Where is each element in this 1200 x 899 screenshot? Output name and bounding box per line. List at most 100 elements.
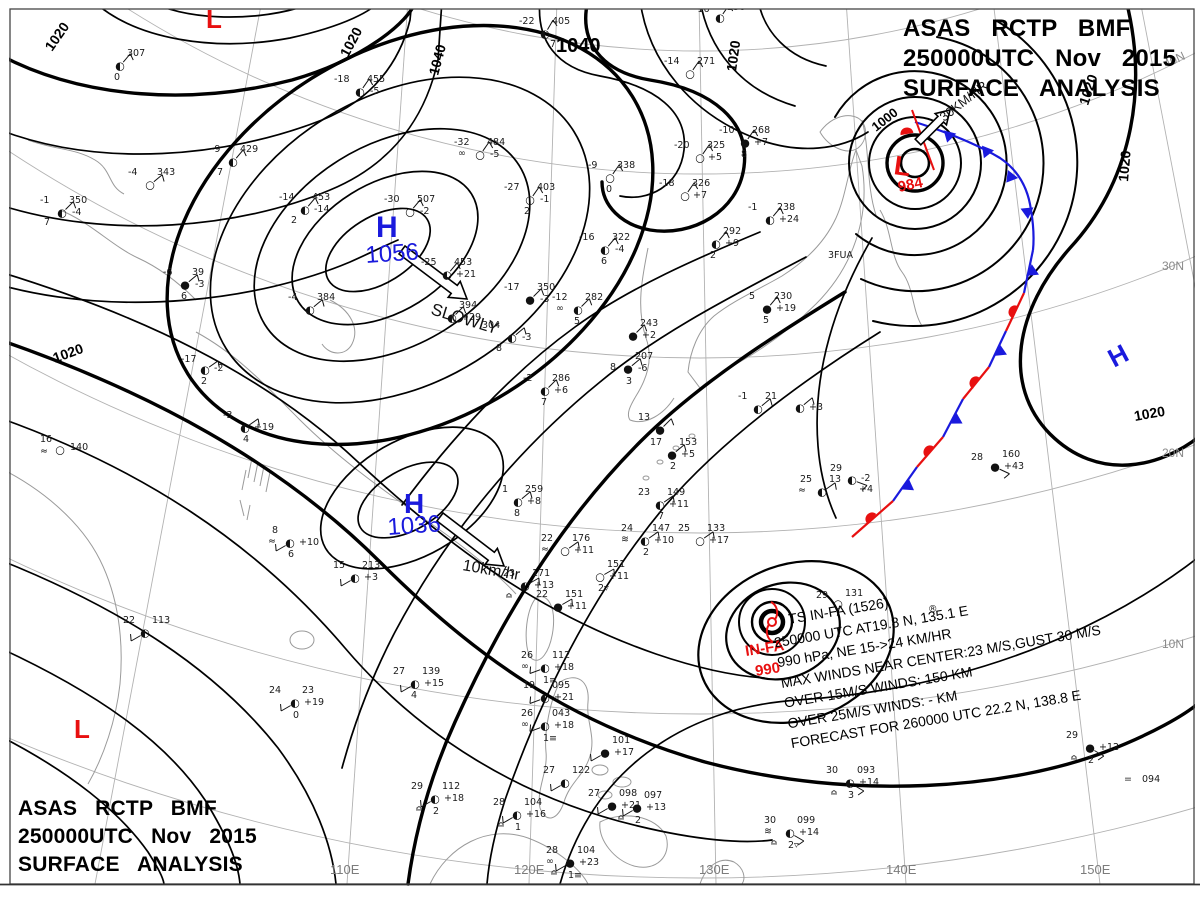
high-symbol-east: H: [1103, 338, 1134, 373]
warm-front-scallop: [923, 445, 934, 458]
station-plot: ◐ 24 147+10 2 ≋: [621, 523, 674, 558]
isobar: [0, 338, 1200, 788]
station-value: +21: [621, 800, 641, 811]
wind-barb: [188, 274, 198, 283]
isobar-ellipse: [357, 461, 459, 539]
station-value: 099: [797, 815, 815, 826]
station-plot: ◐-17 -2 2: [181, 354, 223, 387]
terrain-hatch: [246, 504, 251, 521]
station-value: -18: [334, 74, 350, 85]
island-outline: [672, 445, 680, 451]
station-value: -5: [490, 149, 499, 160]
isobar: [0, 0, 443, 227]
terrain-hatch: [241, 469, 247, 491]
isobar: [406, 290, 847, 886]
station-plot: ◐ 23 149+11 7: [638, 487, 689, 522]
station-value: +19: [254, 422, 274, 433]
wind-barb: [521, 491, 531, 500]
station-value: -3: [540, 294, 549, 305]
station-value: 507: [417, 194, 435, 205]
isobar-ellipse: [319, 426, 505, 570]
station-symbol: ◐: [513, 496, 523, 509]
station-value: 29: [816, 590, 828, 601]
station-value: ∞: [546, 856, 554, 867]
station-value: 151: [607, 559, 625, 570]
station-value: -2: [861, 473, 870, 484]
station-value: 2: [710, 250, 716, 261]
station-symbol: ◐: [640, 535, 650, 548]
station-symbol: ◐: [655, 499, 665, 512]
wind-barb-tick: [590, 753, 592, 762]
station-value: -25: [421, 257, 437, 268]
high-symbol-1036: H: [404, 488, 424, 519]
station-value: ≈: [798, 485, 806, 496]
terrain-hatch: [253, 461, 259, 483]
station-value: -17: [181, 354, 197, 365]
station-plot: ◐ 24 23+19 0: [269, 685, 324, 721]
wind-barb: [622, 810, 633, 817]
wind-barb: [607, 237, 616, 247]
wind-barb-tick: [161, 174, 165, 182]
station-value: -17: [504, 282, 520, 293]
wind-barb: [550, 785, 561, 792]
coastline: [429, 833, 589, 885]
station-value: 259: [525, 484, 543, 495]
wind-barb-tick: [555, 863, 557, 872]
wind-barb-tick: [639, 358, 643, 366]
station-value: -6: [638, 363, 647, 374]
wind-barb: [597, 808, 608, 815]
wind-barb-tick: [523, 327, 527, 335]
station-value: 7: [217, 167, 223, 178]
wind-barb: [122, 53, 131, 63]
station-plot: ○ -20 325+5: [674, 140, 725, 165]
station-value: -9: [211, 144, 220, 155]
wind-barb: [747, 129, 755, 140]
station-symbol: ◐: [540, 662, 550, 675]
wind-barb-tick: [672, 495, 675, 503]
station-value: 101: [612, 735, 630, 746]
station-symbol: ●: [655, 424, 665, 437]
isobar: [860, 36, 1045, 293]
station-value: 338: [617, 160, 635, 171]
wind-barb-tick: [456, 262, 461, 270]
isobar: [639, 0, 869, 150]
station-value: 26: [521, 708, 533, 719]
station-value: 2: [1088, 755, 1094, 766]
wind-barb: [631, 358, 641, 367]
station-plot: ◐ -1 21: [738, 391, 777, 416]
wind-barb: [636, 324, 645, 333]
station-symbol: ◐: [573, 304, 583, 317]
station-value: -6: [163, 267, 172, 278]
wind-barb-tick: [368, 78, 374, 86]
station-value: 213: [362, 560, 380, 571]
arrow-layer: [397, 108, 952, 567]
station-value: 28: [971, 452, 983, 463]
coastline: [699, 859, 745, 885]
station-value: ®: [928, 604, 938, 615]
isobar: [91, 0, 381, 45]
station-value: 23: [302, 685, 314, 696]
station-symbol: ●: [628, 330, 638, 343]
station-value: 22: [123, 615, 135, 626]
wind-barb-tick: [314, 197, 319, 205]
wind-barb-tick: [698, 60, 704, 68]
station-value: 8: [496, 343, 502, 354]
station-symbol: ●: [667, 449, 677, 462]
station-symbol: ○: [595, 571, 605, 584]
longitude-line: [698, 0, 717, 885]
grid-label-120e: 120E: [514, 862, 545, 877]
station-symbol: ◐: [540, 385, 550, 398]
isobar: [0, 735, 165, 885]
wind-barb-tick: [529, 666, 532, 674]
wind-barb-tick: [776, 296, 781, 304]
isobar: [584, 0, 747, 233]
station-value: 27: [543, 765, 555, 776]
wind-barb: [529, 669, 541, 674]
station-value: ≈: [541, 544, 549, 555]
isobar: [0, 271, 765, 679]
station-plot: ● 13: [638, 412, 675, 437]
tropical-storm-symbol: [765, 601, 779, 643]
station-value: 207: [635, 351, 653, 362]
station-plot: ● 28 160+43: [971, 449, 1024, 479]
isobar: [486, 331, 881, 885]
